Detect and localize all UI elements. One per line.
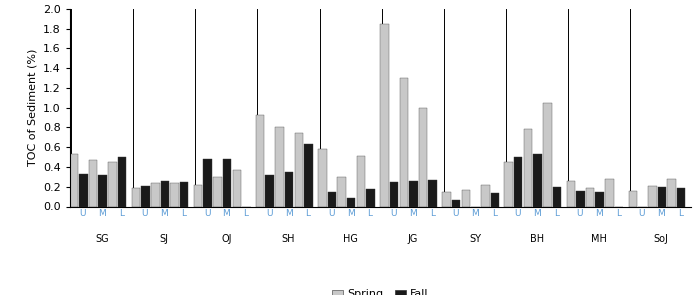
Bar — [194, 185, 202, 206]
Bar — [337, 177, 346, 206]
Bar — [327, 192, 336, 206]
Bar — [586, 188, 595, 206]
Bar — [399, 78, 408, 206]
Text: SJ: SJ — [160, 234, 169, 244]
Bar — [89, 160, 98, 206]
Bar — [223, 159, 231, 206]
Bar — [232, 170, 241, 206]
Bar — [409, 181, 417, 206]
Text: SG: SG — [96, 234, 109, 244]
Bar — [677, 188, 685, 206]
Text: OJ: OJ — [221, 234, 232, 244]
Bar — [443, 192, 451, 206]
Bar — [357, 156, 365, 206]
Bar — [79, 174, 87, 206]
Bar — [380, 24, 389, 206]
Bar — [132, 188, 140, 206]
Bar — [256, 114, 265, 206]
Legend: Spring, Fall: Spring, Fall — [327, 285, 433, 295]
Bar — [275, 127, 284, 206]
Bar — [203, 159, 211, 206]
Bar — [419, 108, 427, 206]
Bar — [648, 186, 657, 206]
Text: BH: BH — [530, 234, 544, 244]
Bar — [481, 185, 489, 206]
Bar — [533, 154, 542, 206]
Bar — [605, 179, 614, 206]
Bar — [567, 181, 575, 206]
Bar — [170, 183, 179, 206]
Bar — [514, 157, 522, 206]
Bar — [576, 191, 584, 206]
Bar — [180, 182, 188, 206]
Bar — [213, 177, 222, 206]
Bar — [553, 187, 561, 206]
Bar — [543, 103, 551, 206]
Bar — [304, 144, 313, 206]
Bar — [429, 180, 437, 206]
Text: SY: SY — [469, 234, 481, 244]
Bar — [658, 187, 666, 206]
Bar — [366, 189, 375, 206]
Text: MH: MH — [591, 234, 607, 244]
Bar — [118, 157, 126, 206]
Bar — [98, 175, 107, 206]
Bar — [295, 133, 303, 206]
Bar — [505, 162, 513, 206]
Bar — [595, 192, 604, 206]
Text: HG: HG — [343, 234, 358, 244]
Text: SH: SH — [282, 234, 295, 244]
Bar — [108, 162, 117, 206]
Bar — [461, 190, 470, 206]
Bar — [161, 181, 169, 206]
Bar — [347, 198, 355, 206]
Bar — [285, 172, 293, 206]
Bar — [389, 182, 398, 206]
Bar — [629, 191, 637, 206]
Text: SoJ: SoJ — [654, 234, 669, 244]
Bar — [452, 200, 460, 206]
Text: JG: JG — [408, 234, 418, 244]
Bar — [265, 175, 274, 206]
Bar — [667, 179, 676, 206]
Bar — [141, 186, 149, 206]
Bar — [70, 154, 78, 206]
Bar — [151, 183, 160, 206]
Bar — [491, 193, 499, 206]
Bar — [524, 130, 533, 206]
Bar — [318, 149, 327, 206]
Y-axis label: TOC of Sediment (%): TOC of Sediment (%) — [27, 49, 38, 166]
